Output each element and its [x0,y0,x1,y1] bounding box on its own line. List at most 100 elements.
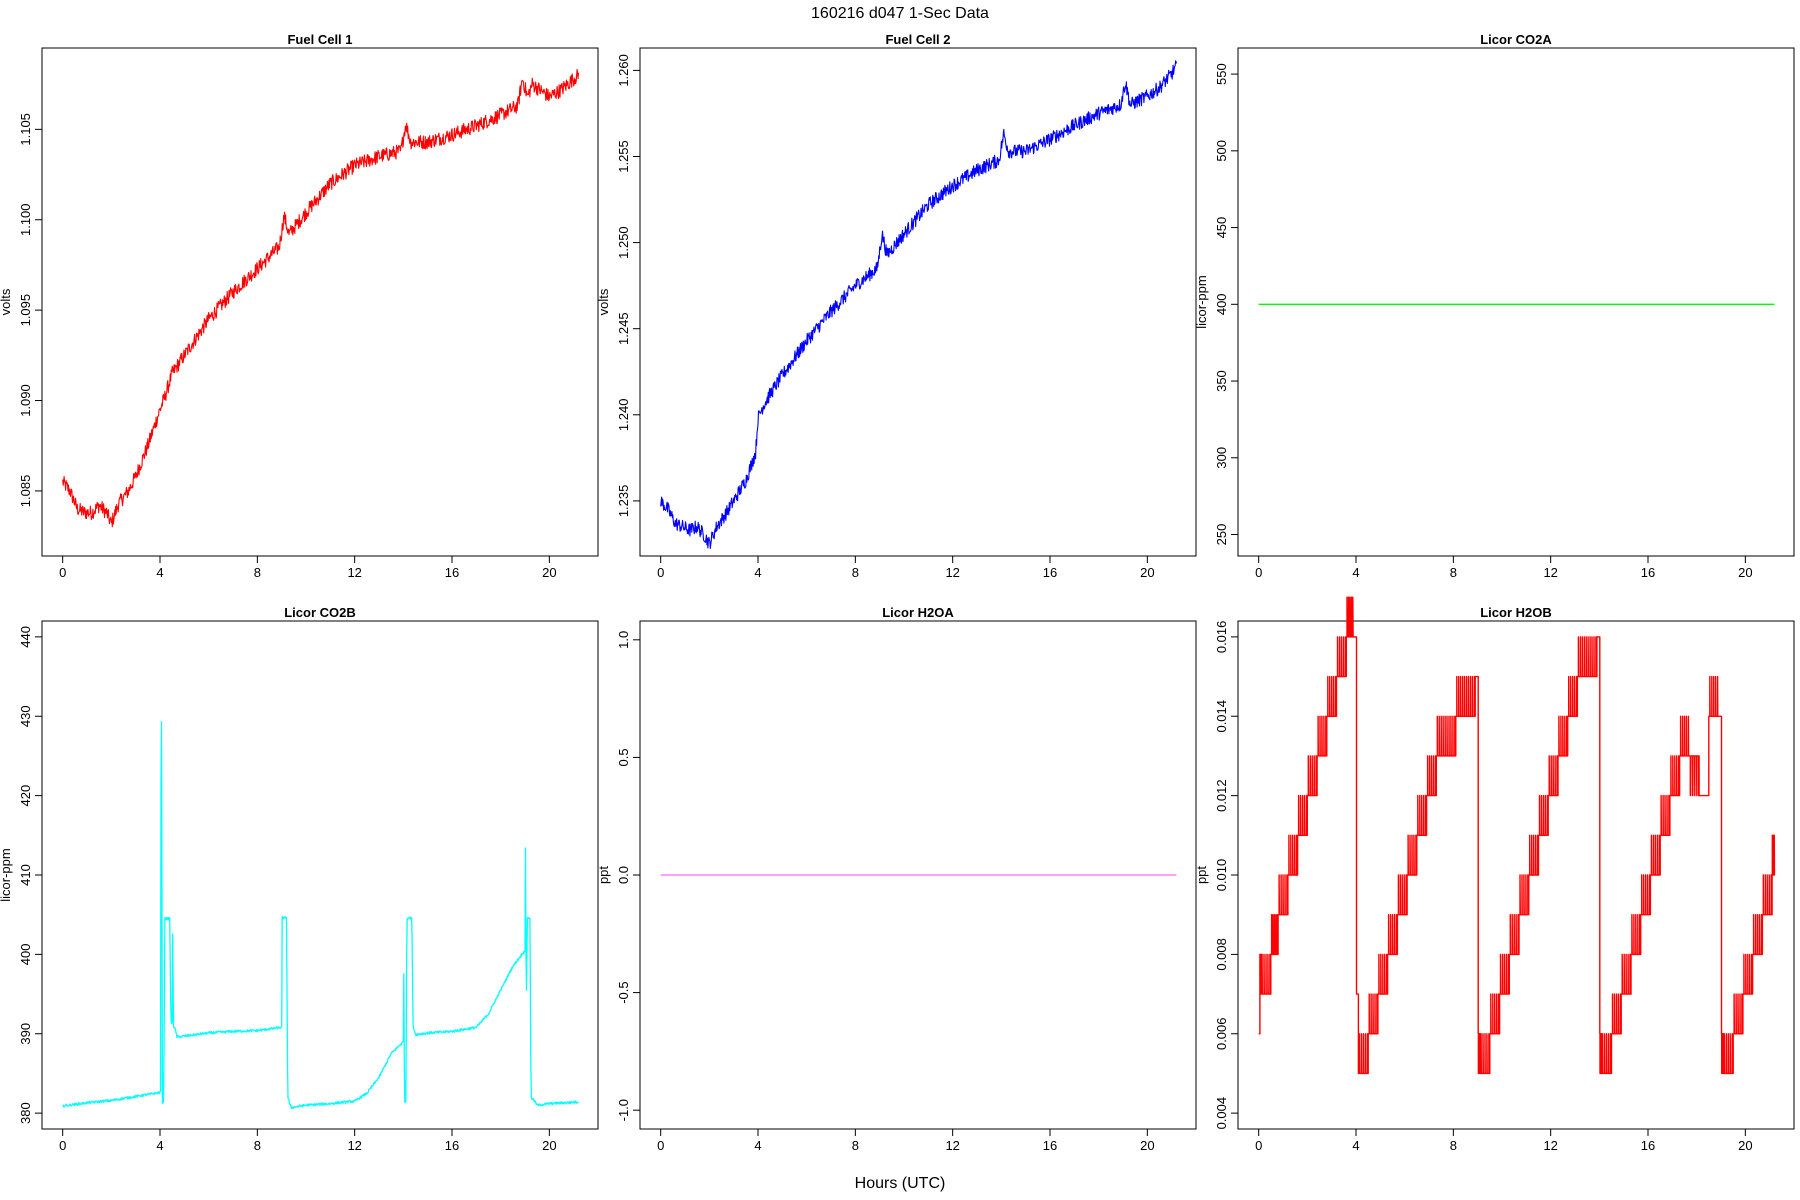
y-tick-label: 1.240 [616,399,631,432]
plot-frame [41,620,599,1130]
series-line [62,720,579,1110]
y-tick-label: 0.006 [1214,1017,1229,1050]
x-tick-label: 12 [347,1138,361,1153]
y-tick-label: 1.095 [18,294,33,327]
x-tick-label: 12 [1543,1138,1557,1153]
x-tick-label: 12 [945,565,959,580]
y-tick-label: 0.016 [1214,621,1229,654]
y-tick-label: 450 [1214,217,1229,239]
y-tick-label: 1.100 [18,203,33,236]
y-axis-label: volts [0,288,13,315]
y-tick-label: 410 [18,864,33,886]
x-tick-label: 8 [1450,1138,1457,1153]
y-tick-label: 350 [1214,370,1229,392]
y-tick-label: 0.5 [616,748,631,766]
y-tick-label: 1.090 [18,384,33,417]
x-tick-label: 16 [1043,565,1057,580]
x-tick-label: 0 [1255,1138,1262,1153]
x-tick-label: 0 [657,565,664,580]
y-axis-label: ppt [596,866,611,884]
y-tick-label: 1.250 [616,226,631,259]
y-tick-label: 1.0 [616,631,631,649]
y-tick-label: 400 [1214,293,1229,315]
x-tick-label: 16 [445,1138,459,1153]
panel-title: Licor CO2A [1480,32,1552,47]
panel-1: Fuel Cell 1 volts 0 4 8 12 16 20 1.085 1.090 1.095… [0,32,599,580]
y-tick-label: 1.235 [616,485,631,518]
x-tick-label: 8 [1450,565,1457,580]
panel-title: Licor CO2B [284,605,356,620]
y-tick-label: -1.0 [616,1099,631,1121]
y-tick-label: 1.245 [616,312,631,345]
x-tick-label: 4 [754,565,761,580]
plot-frame [41,47,599,557]
x-tick-label: 8 [254,1138,261,1153]
x-tick-label: 0 [1255,565,1262,580]
x-tick-label: 12 [1543,565,1557,580]
y-tick-label: 430 [18,705,33,727]
plot-frame [639,47,1197,557]
series-line [62,68,580,528]
y-tick-label: 250 [1214,524,1229,546]
x-tick-label: 20 [542,565,556,580]
y-axis-label: licor-ppm [1194,275,1209,328]
x-tick-label: 8 [852,565,859,580]
y-tick-label: 0.010 [1214,859,1229,892]
y-tick-label: 1.255 [616,140,631,173]
y-tick-label: 0.004 [1214,1097,1229,1130]
x-tick-label: 4 [156,565,163,580]
panel-title: Licor H2OA [882,605,954,620]
x-tick-label: 16 [1641,565,1655,580]
y-tick-label: 0.012 [1214,779,1229,812]
y-tick-label: 300 [1214,447,1229,469]
y-tick-label: 400 [18,944,33,966]
x-tick-label: 12 [945,1138,959,1153]
series-line [660,60,1178,549]
y-tick-label: 1.105 [18,113,33,146]
y-tick-label: 0.0 [616,866,631,884]
y-tick-label: 420 [18,785,33,807]
y-tick-label: 380 [18,1102,33,1124]
y-tick-label: 550 [1214,63,1229,85]
y-axis-label: ppt [1194,866,1209,884]
panel-title: Fuel Cell 2 [885,32,950,47]
x-tick-label: 12 [347,565,361,580]
x-tick-label: 4 [1352,565,1359,580]
x-tick-label: 16 [1043,1138,1057,1153]
x-tick-label: 20 [1738,1138,1752,1153]
x-tick-label: 20 [542,1138,556,1153]
panel-5: Licor H2OA ppt 0 4 8 12 16 20 -1.0 -0.5 0.0 0.5 1.0 [596,605,1197,1153]
x-tick-label: 16 [445,565,459,580]
x-tick-label: 0 [657,1138,664,1153]
plot-frame [1237,47,1795,557]
panel-2: Fuel Cell 2 volts 0 4 8 12 16 20 1.235 1.240 1.245… [596,32,1197,580]
y-tick-label: 440 [18,626,33,648]
x-tick-label: 0 [59,1138,66,1153]
panel-title: Licor H2OB [1480,605,1552,620]
x-tick-label: 8 [254,565,261,580]
x-tick-label: 4 [156,1138,163,1153]
y-tick-label: 1.085 [18,475,33,508]
y-tick-label: 500 [1214,140,1229,162]
y-axis-label: volts [596,288,611,315]
y-tick-label: 0.014 [1214,700,1229,733]
x-tick-label: 8 [852,1138,859,1153]
x-tick-label: 20 [1140,565,1154,580]
y-tick-label: 0.008 [1214,938,1229,971]
y-axis-label: licor-ppm [0,848,13,901]
x-tick-label: 4 [1352,1138,1359,1153]
figure-title: 160216 d047 1-Sec Data [811,5,989,22]
figure-x-axis-label: Hours (UTC) [855,1175,946,1192]
panel-6: Licor H2OB ppt 0 4 8 12 16 20 0.004 0.006 0.008 0.0… [1194,596,1795,1153]
x-tick-label: 4 [754,1138,761,1153]
panel-title: Fuel Cell 1 [287,32,352,47]
x-tick-label: 16 [1641,1138,1655,1153]
y-tick-label: 390 [18,1023,33,1045]
y-tick-label: -0.5 [616,981,631,1003]
x-tick-label: 20 [1140,1138,1154,1153]
panel-4: Licor CO2B licor-ppm 0 4 8 12 16 20 380 390 400 410… [0,605,599,1153]
series-line [1258,596,1776,1075]
x-tick-label: 0 [59,565,66,580]
x-tick-label: 20 [1738,565,1752,580]
